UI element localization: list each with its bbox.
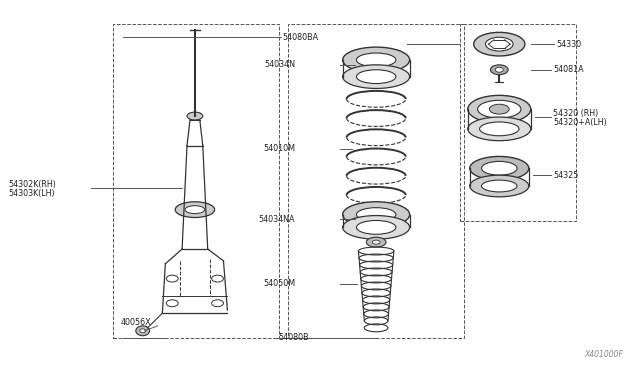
Ellipse shape — [468, 95, 531, 123]
Text: 54080BA: 54080BA — [283, 33, 319, 42]
Ellipse shape — [372, 240, 380, 244]
Text: 54050M: 54050M — [263, 279, 296, 288]
Text: 54080B: 54080B — [278, 333, 309, 342]
Ellipse shape — [481, 161, 517, 175]
Ellipse shape — [481, 180, 517, 192]
Ellipse shape — [477, 100, 521, 118]
Ellipse shape — [366, 237, 386, 247]
Text: 54320 (RH): 54320 (RH) — [554, 109, 598, 118]
Ellipse shape — [175, 202, 214, 218]
Ellipse shape — [185, 206, 205, 214]
Ellipse shape — [474, 32, 525, 56]
Ellipse shape — [479, 122, 519, 136]
Text: 54034NA: 54034NA — [259, 215, 296, 224]
Bar — [289, 25, 464, 338]
Text: 54320+A(LH): 54320+A(LH) — [554, 118, 607, 128]
Ellipse shape — [468, 117, 531, 141]
Text: 40056X: 40056X — [121, 318, 152, 327]
Ellipse shape — [356, 221, 396, 234]
Ellipse shape — [140, 329, 146, 333]
Ellipse shape — [342, 215, 410, 239]
Ellipse shape — [470, 175, 529, 197]
Text: 54303K(LH): 54303K(LH) — [9, 189, 55, 198]
Ellipse shape — [187, 112, 203, 120]
Bar — [113, 25, 278, 338]
Ellipse shape — [356, 208, 396, 221]
Text: X401000F: X401000F — [584, 350, 623, 359]
Ellipse shape — [342, 202, 410, 227]
Ellipse shape — [342, 65, 410, 89]
Ellipse shape — [136, 326, 150, 336]
Text: 54034N: 54034N — [264, 60, 296, 69]
Ellipse shape — [356, 53, 396, 67]
Text: 54010M: 54010M — [264, 144, 296, 153]
Text: 54330: 54330 — [556, 40, 582, 49]
Text: 54081A: 54081A — [554, 65, 584, 74]
Ellipse shape — [470, 157, 529, 180]
Text: 54302K(RH): 54302K(RH) — [9, 180, 56, 189]
Bar — [460, 25, 576, 221]
Ellipse shape — [490, 65, 508, 75]
Ellipse shape — [486, 37, 513, 51]
Ellipse shape — [495, 67, 503, 72]
Ellipse shape — [342, 47, 410, 73]
Ellipse shape — [356, 70, 396, 84]
Text: 54325: 54325 — [554, 171, 579, 180]
Ellipse shape — [490, 104, 509, 114]
